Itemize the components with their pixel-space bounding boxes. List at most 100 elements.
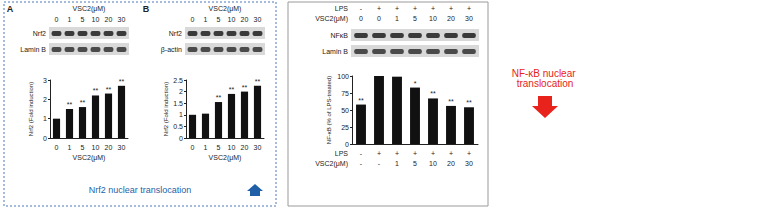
- svg-text:30: 30: [465, 160, 473, 167]
- svg-text:5: 5: [413, 160, 417, 167]
- svg-text:30: 30: [465, 15, 473, 22]
- svg-text:B: B: [143, 4, 150, 14]
- svg-text:-: -: [360, 150, 363, 157]
- svg-text:**: **: [255, 78, 261, 85]
- svg-text:β-actin: β-actin: [161, 46, 182, 54]
- svg-text:VSC2(μM): VSC2(μM): [315, 15, 348, 23]
- svg-text:10: 10: [429, 15, 437, 22]
- svg-text:0.5: 0.5: [173, 123, 183, 130]
- svg-text:translocation: translocation: [517, 78, 574, 89]
- svg-text:Nrf2: Nrf2: [33, 30, 46, 37]
- svg-text:0: 0: [191, 16, 195, 23]
- svg-text:2: 2: [179, 88, 183, 95]
- svg-text:0: 0: [55, 16, 59, 23]
- svg-text:+: +: [377, 5, 381, 12]
- svg-text:-: -: [360, 5, 363, 12]
- svg-text:+: +: [467, 150, 471, 157]
- svg-text:Nrf2 nuclear translocation: Nrf2 nuclear translocation: [89, 185, 192, 195]
- svg-text:VSC2(μM): VSC2(μM): [73, 154, 106, 162]
- svg-text:1: 1: [395, 15, 399, 22]
- svg-text:20: 20: [241, 16, 249, 23]
- svg-text:**: **: [448, 98, 454, 105]
- svg-text:3: 3: [43, 77, 47, 84]
- svg-text:10: 10: [228, 16, 236, 23]
- svg-text:5: 5: [81, 16, 85, 23]
- svg-text:Nrf2 (Fold induction): Nrf2 (Fold induction): [28, 82, 34, 136]
- svg-text:**: **: [80, 99, 86, 106]
- svg-text:**: **: [430, 90, 436, 97]
- svg-text:1: 1: [43, 115, 47, 122]
- svg-text:**: **: [229, 86, 235, 93]
- svg-text:10: 10: [429, 160, 437, 167]
- svg-text:1: 1: [68, 16, 72, 23]
- svg-text:75: 75: [341, 90, 349, 97]
- svg-text:10: 10: [228, 144, 236, 151]
- svg-text:20: 20: [105, 144, 113, 151]
- svg-text:1: 1: [68, 144, 72, 151]
- svg-text:5: 5: [413, 15, 417, 22]
- svg-text:+: +: [395, 150, 399, 157]
- svg-text:Lamin B: Lamin B: [322, 48, 348, 55]
- svg-text:+: +: [395, 5, 399, 12]
- svg-text:**: **: [119, 78, 125, 85]
- svg-text:**: **: [358, 97, 364, 104]
- svg-text:VSC2(μM): VSC2(μM): [73, 5, 106, 13]
- svg-text:+: +: [431, 150, 435, 157]
- svg-text:LPS: LPS: [335, 150, 349, 157]
- svg-text:Nrf2 (Fold induction): Nrf2 (Fold induction): [163, 82, 169, 136]
- svg-text:NF-κB (% of LPS-treated): NF-κB (% of LPS-treated): [326, 76, 332, 144]
- svg-text:VSC2(μM): VSC2(μM): [315, 160, 348, 168]
- svg-text:0: 0: [179, 135, 183, 142]
- svg-text:0: 0: [377, 15, 381, 22]
- svg-text:*: *: [414, 80, 417, 87]
- svg-text:30: 30: [118, 16, 126, 23]
- svg-text:5: 5: [217, 144, 221, 151]
- svg-text:5: 5: [217, 16, 221, 23]
- svg-text:+: +: [413, 5, 417, 12]
- svg-text:1.5: 1.5: [173, 100, 183, 107]
- svg-text:+: +: [449, 5, 453, 12]
- svg-text:Lamin B: Lamin B: [20, 46, 46, 53]
- svg-text:**: **: [106, 86, 112, 93]
- svg-text:-: -: [378, 160, 381, 167]
- svg-text:5: 5: [81, 144, 85, 151]
- svg-text:20: 20: [241, 144, 249, 151]
- svg-text:Nrf2: Nrf2: [169, 30, 182, 37]
- svg-text:2: 2: [43, 96, 47, 103]
- svg-text:VSC2(μM): VSC2(μM): [209, 154, 242, 162]
- svg-text:NFκB: NFκB: [331, 32, 349, 39]
- svg-text:**: **: [216, 94, 222, 101]
- svg-text:20: 20: [447, 15, 455, 22]
- svg-text:+: +: [377, 150, 381, 157]
- svg-text:20: 20: [447, 160, 455, 167]
- svg-text:0: 0: [191, 144, 195, 151]
- svg-text:+: +: [449, 150, 453, 157]
- svg-text:20: 20: [105, 16, 113, 23]
- svg-text:1: 1: [395, 160, 399, 167]
- svg-text:0: 0: [359, 15, 363, 22]
- svg-text:**: **: [466, 99, 472, 106]
- svg-text:+: +: [413, 150, 417, 157]
- svg-text:**: **: [93, 87, 99, 94]
- svg-text:0: 0: [43, 135, 47, 142]
- svg-text:1: 1: [204, 144, 208, 151]
- svg-text:10: 10: [92, 16, 100, 23]
- svg-text:25: 25: [341, 124, 349, 131]
- svg-text:1: 1: [204, 16, 208, 23]
- svg-text:+: +: [467, 5, 471, 12]
- svg-text:30: 30: [254, 144, 262, 151]
- svg-text:50: 50: [341, 107, 349, 114]
- svg-text:**: **: [67, 101, 73, 108]
- svg-text:0: 0: [55, 144, 59, 151]
- svg-text:30: 30: [118, 144, 126, 151]
- svg-text:**: **: [242, 84, 248, 91]
- svg-text:+: +: [431, 5, 435, 12]
- svg-text:-: -: [360, 160, 363, 167]
- svg-text:100: 100: [337, 73, 349, 80]
- svg-text:30: 30: [254, 16, 262, 23]
- svg-text:0: 0: [345, 141, 349, 148]
- svg-text:10: 10: [92, 144, 100, 151]
- svg-text:2.5: 2.5: [173, 77, 183, 84]
- svg-text:1: 1: [179, 111, 183, 118]
- svg-text:VSC2(μM): VSC2(μM): [209, 5, 242, 13]
